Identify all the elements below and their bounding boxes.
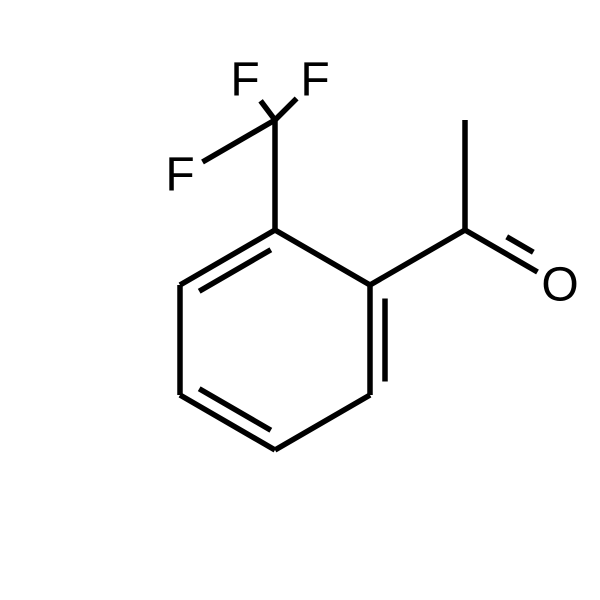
atom-label-o: O (541, 259, 578, 312)
bond (507, 237, 534, 252)
bond (275, 98, 297, 120)
bond (370, 230, 465, 285)
bond (261, 101, 275, 120)
atom-label-f: F (165, 149, 194, 202)
bond (203, 120, 275, 162)
atom-label-f: F (230, 54, 259, 107)
atom-label-f: F (300, 54, 329, 107)
molecule-diagram: OFFF (0, 0, 600, 600)
bond (275, 395, 370, 450)
bond (275, 230, 370, 285)
